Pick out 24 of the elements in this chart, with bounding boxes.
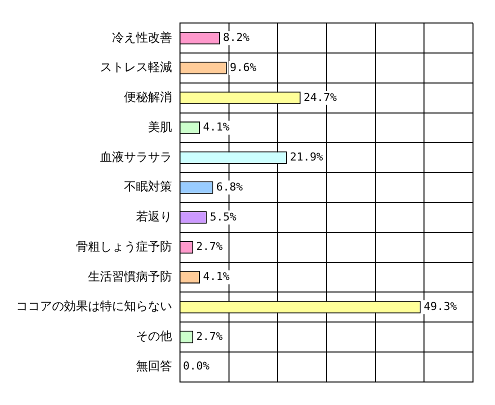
y-tick-label: その他 <box>136 329 172 344</box>
y-tick-label: 無回答 <box>136 358 172 373</box>
data-label: 0.0% <box>183 360 210 373</box>
data-label: 49.3% <box>424 300 458 313</box>
data-label: 4.1% <box>203 270 230 284</box>
y-tick-label: 血液サラサラ <box>100 150 172 164</box>
y-tick-label: 若返り <box>136 210 172 224</box>
y-tick-label: 生活習慣病予防 <box>88 269 172 284</box>
y-tick-label: 便秘解消 <box>124 90 172 104</box>
data-label: 2.7% <box>196 330 224 343</box>
data-label: 2.7% <box>196 240 224 254</box>
y-tick-label: 冷え性改善 <box>112 30 172 44</box>
data-label: 9.6% <box>230 60 257 74</box>
data-label: 8.2% <box>223 31 250 44</box>
y-tick-label: 骨粗しょう症予防 <box>76 239 172 254</box>
data-label: 24.7% <box>304 90 338 104</box>
data-label: 4.1% <box>203 120 230 134</box>
y-tick-label: 美肌 <box>148 120 172 134</box>
data-label: 5.5% <box>210 210 237 224</box>
data-label: 21.9% <box>290 150 324 164</box>
y-tick-label: ストレス軽減 <box>100 60 172 74</box>
y-tick-label: ココアの効果は特に知らない <box>16 299 172 314</box>
y-tick-label: 不眠対策 <box>124 180 172 194</box>
data-label: 6.8% <box>216 180 244 194</box>
